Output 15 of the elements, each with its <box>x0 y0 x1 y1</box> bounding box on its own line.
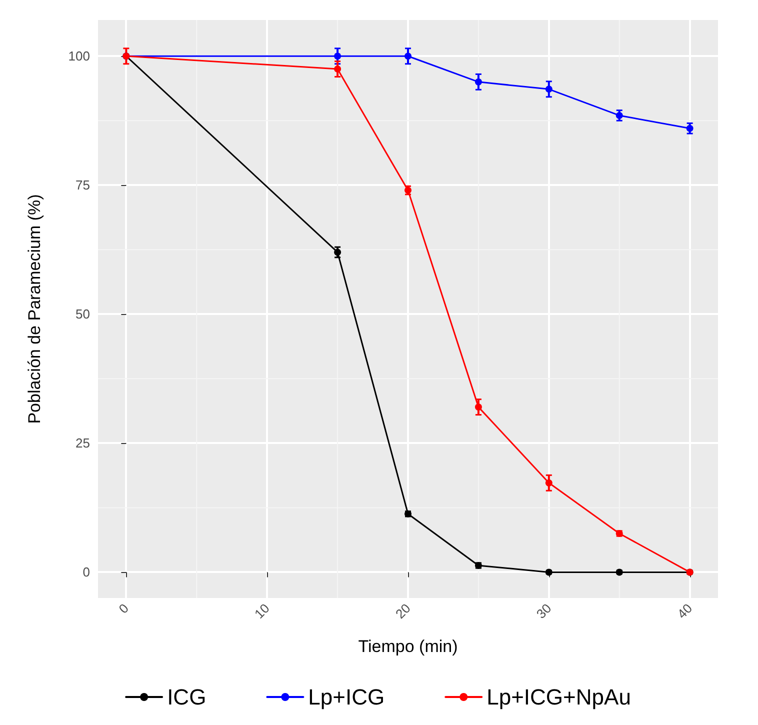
y-tick-label: 100 <box>68 48 90 64</box>
x-axis-title: Tiempo (min) <box>358 637 458 656</box>
x-tick-label: 40 <box>674 600 696 622</box>
legend-label: Lp+ICG <box>308 684 385 710</box>
x-tick-label: 10 <box>252 600 272 622</box>
y-tick-label: 0 <box>82 564 90 580</box>
y-tick-label: 75 <box>76 178 90 193</box>
x-tick-label: 0 <box>116 600 132 616</box>
y-tick-label: 50 <box>76 306 90 322</box>
x-tick-label: 20 <box>392 600 414 622</box>
legend-label: ICG <box>167 684 206 710</box>
x-tick-label: 30 <box>533 600 554 622</box>
legend-label: Lp+ICG+NpAu <box>486 684 631 710</box>
y-axis-title: Población de Paramecium (%) <box>25 194 44 424</box>
y-tick-label: 25 <box>76 436 90 451</box>
